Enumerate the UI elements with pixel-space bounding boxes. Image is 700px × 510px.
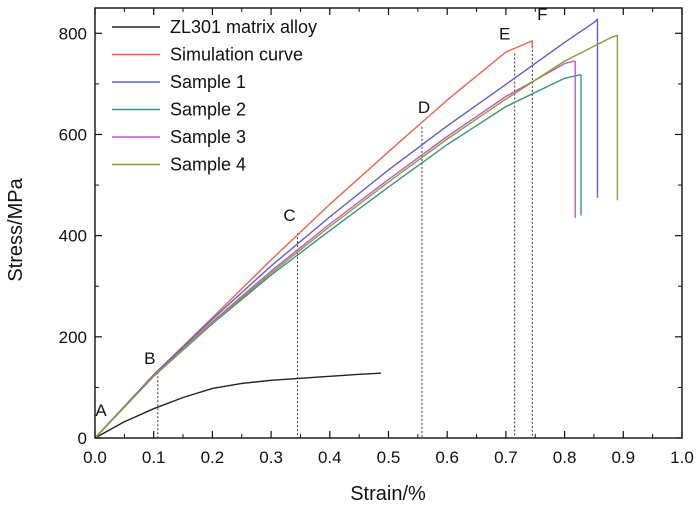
legend-label-4: Sample 2 (170, 100, 246, 120)
reference-guides (157, 41, 533, 438)
legend: ZL301 matrix alloy Simulation curve Sample… (112, 17, 317, 175)
legend-label-2: Simulation curve (170, 45, 303, 65)
x-tick-label: 0.2 (201, 448, 225, 467)
y-tick-label: 0 (78, 429, 87, 448)
x-tick-label: 0.5 (377, 448, 401, 467)
legend-label-3: Sample 1 (170, 72, 246, 92)
x-tick-label: 0.9 (611, 448, 635, 467)
reference-point-labels: A B C D E F (95, 5, 547, 420)
x-tick-label: 0.7 (494, 448, 518, 467)
y-tick-label: 200 (59, 328, 87, 347)
legend-label-6: Sample 4 (170, 155, 246, 175)
y-axis-label: Stress/MPa (5, 177, 27, 281)
legend-label-5: Sample 3 (170, 127, 246, 147)
point-label-a: A (95, 401, 107, 420)
x-tick-label: 0.0 (83, 448, 107, 467)
point-label-d: D (418, 98, 430, 117)
series-line-5 (94, 60, 576, 439)
series-line-3 (94, 18, 599, 439)
point-label-b: B (144, 349, 155, 368)
y-tick-label: 600 (59, 125, 87, 144)
x-tick-label: 0.4 (318, 448, 342, 467)
x-axis-label: Strain/% (350, 483, 426, 505)
y-tick-label: 800 (59, 24, 87, 43)
x-tick-label: 0.1 (142, 448, 166, 467)
series-line-6 (94, 34, 619, 439)
series-line-4 (94, 74, 582, 439)
axis-ticks: 0.0 0.1 0.2 0.3 0.4 0.5 0.6 0.7 0.8 0.9 1.0 0 200 400… (59, 8, 694, 467)
point-label-f: F (537, 5, 547, 24)
x-tick-label: 0.3 (259, 448, 283, 467)
series-lines (94, 18, 619, 439)
point-label-c: C (283, 206, 295, 225)
y-tick-label: 400 (59, 227, 87, 246)
x-tick-label: 0.8 (553, 448, 577, 467)
legend-label-1: ZL301 matrix alloy (170, 17, 317, 37)
x-tick-label: 1.0 (670, 448, 694, 467)
point-label-e: E (499, 25, 510, 44)
x-tick-label: 0.6 (435, 448, 459, 467)
series-line-1 (94, 372, 381, 439)
